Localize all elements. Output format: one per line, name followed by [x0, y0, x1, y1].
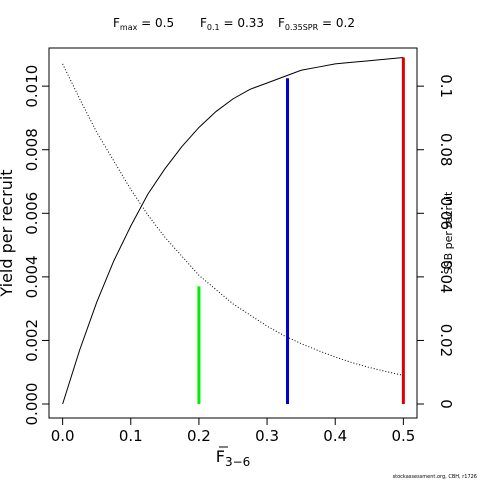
- y-left-tick-label: 0.006: [23, 192, 41, 235]
- x-tick-label: 0.5: [391, 427, 415, 445]
- header-fmax: Fmax = 0.5: [113, 16, 174, 32]
- reference-lines: [197, 57, 405, 405]
- y-left-tick-label: 0.004: [23, 255, 41, 298]
- series-layer: [62, 57, 404, 405]
- plot-frame: [48, 47, 418, 419]
- x-tick-label: 0.2: [187, 427, 211, 445]
- header-f035spr: F0.35SPR = 0.2: [278, 16, 355, 32]
- y-right-tick-label: 0: [437, 399, 455, 409]
- x-axis-title: F3−6: [216, 447, 251, 469]
- ssb-per-recruit-line: [62, 63, 404, 376]
- y-left-tick-label: 0.008: [23, 128, 41, 171]
- y-right-tick-label: 0.1: [437, 74, 455, 98]
- y-axis-left-title: Yield per recruit: [0, 169, 16, 297]
- y-axis-right: 0 0.02 0.04 0.06 0.08 0.1: [416, 74, 455, 409]
- y-left-tick-label: 0.010: [23, 65, 41, 108]
- y-right-tick-label: 0.08: [437, 133, 455, 166]
- y-left-tick-label: 0.002: [23, 319, 41, 362]
- x-tick-label: 0.0: [51, 427, 75, 445]
- y-axis-right-title: SSB per recruit: [442, 191, 455, 274]
- x-tick-label: 0.4: [323, 427, 347, 445]
- chart-header: Fmax = 0.5 F0.1 = 0.33 F0.35SPR = 0.2: [113, 16, 355, 32]
- y-left-tick-label: 0.000: [23, 383, 41, 426]
- x-axis: 0.0 0.1 0.2 0.3 0.4 0.5: [51, 417, 415, 445]
- x-tick-label: 0.1: [119, 427, 143, 445]
- y-right-tick-label: 0.06: [437, 197, 455, 230]
- header-f01: F0.1 = 0.33: [200, 16, 264, 32]
- credit-text: stockassessment.org, CBH, r1726: [393, 474, 477, 480]
- yield-per-recruit-line: [62, 57, 404, 405]
- y-right-tick-label: 0.04: [437, 260, 455, 293]
- y-right-tick-label: 0.02: [437, 324, 455, 357]
- y-axis-left: 0.000 0.002 0.004 0.006 0.008 0.010: [23, 65, 50, 426]
- x-tick-label: 0.3: [255, 427, 279, 445]
